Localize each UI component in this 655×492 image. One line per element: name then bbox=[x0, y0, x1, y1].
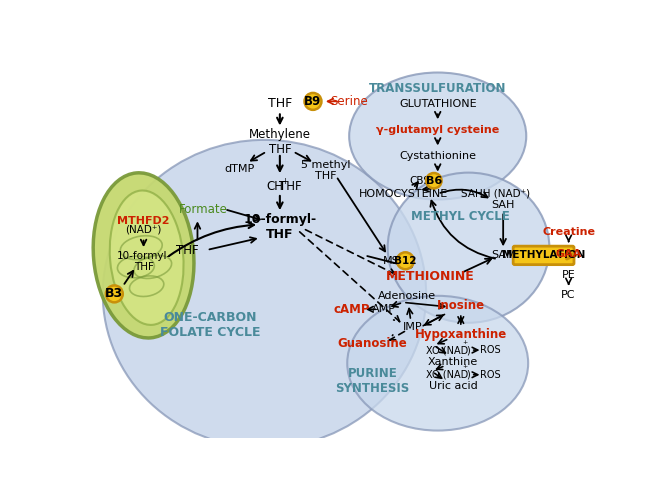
Circle shape bbox=[106, 285, 122, 303]
Text: Guanosine: Guanosine bbox=[337, 338, 407, 350]
Text: B12: B12 bbox=[394, 256, 417, 266]
Text: MS: MS bbox=[383, 256, 400, 266]
Ellipse shape bbox=[93, 173, 194, 338]
Text: ): ) bbox=[466, 345, 470, 355]
Text: B3: B3 bbox=[105, 287, 123, 301]
Text: ONE-CARBON
FOLATE CYCLE: ONE-CARBON FOLATE CYCLE bbox=[160, 310, 261, 338]
Text: Serine: Serine bbox=[330, 95, 368, 108]
Text: METHIONINE: METHIONINE bbox=[386, 270, 474, 283]
Text: ROS: ROS bbox=[479, 370, 500, 380]
Text: ⁺: ⁺ bbox=[462, 340, 468, 350]
Circle shape bbox=[426, 173, 441, 188]
Text: 10-formyl-
THF: 10-formyl- THF bbox=[243, 213, 316, 241]
Text: XO (NAD: XO (NAD bbox=[426, 370, 468, 380]
Text: CBS: CBS bbox=[409, 176, 430, 185]
Text: TRANSSULFURATION: TRANSSULFURATION bbox=[369, 82, 506, 95]
Text: (NAD⁺): (NAD⁺) bbox=[125, 225, 162, 235]
Text: PE: PE bbox=[562, 270, 576, 279]
Text: ROS: ROS bbox=[479, 345, 500, 355]
Text: B6: B6 bbox=[426, 176, 442, 185]
Ellipse shape bbox=[103, 140, 426, 448]
Text: THF: THF bbox=[278, 180, 301, 192]
Text: SAHH (NAD⁺): SAHH (NAD⁺) bbox=[461, 189, 530, 199]
Text: XO (NAD: XO (NAD bbox=[426, 345, 468, 355]
Text: Adenosine: Adenosine bbox=[378, 291, 436, 301]
Text: ): ) bbox=[466, 370, 470, 380]
Text: PC: PC bbox=[561, 290, 576, 300]
Text: THF: THF bbox=[268, 97, 292, 110]
Text: HOMOCYSTEINE: HOMOCYSTEINE bbox=[358, 189, 447, 199]
Text: 5 methyl
THF: 5 methyl THF bbox=[301, 160, 351, 182]
Text: THF: THF bbox=[176, 244, 198, 256]
Text: ⁺: ⁺ bbox=[462, 365, 468, 374]
Text: 10-formyl-
THF: 10-formyl- THF bbox=[117, 251, 171, 273]
Text: cAMP: cAMP bbox=[333, 303, 369, 316]
Text: Cystathionine: Cystathionine bbox=[399, 151, 476, 161]
Text: Formate: Formate bbox=[178, 203, 227, 215]
Text: Methylene
THF: Methylene THF bbox=[249, 128, 311, 156]
Ellipse shape bbox=[349, 72, 526, 200]
Text: GLUTATHIONE: GLUTATHIONE bbox=[399, 99, 477, 109]
Ellipse shape bbox=[347, 296, 528, 430]
Ellipse shape bbox=[388, 173, 550, 323]
Text: SAM: SAM bbox=[491, 250, 515, 260]
Ellipse shape bbox=[110, 190, 183, 325]
Text: AMP: AMP bbox=[372, 304, 396, 314]
Text: PURINE
SYNTHESIS: PURINE SYNTHESIS bbox=[335, 367, 409, 395]
Circle shape bbox=[397, 252, 414, 269]
Text: dTMP: dTMP bbox=[225, 164, 255, 174]
Circle shape bbox=[305, 93, 322, 110]
Text: Hypoxanthine: Hypoxanthine bbox=[415, 328, 507, 341]
Text: +: + bbox=[282, 177, 288, 186]
Text: Creatine: Creatine bbox=[542, 227, 595, 237]
Text: MTHFD2: MTHFD2 bbox=[117, 215, 170, 226]
Text: Inosine: Inosine bbox=[437, 299, 485, 312]
Text: METHYLATION: METHYLATION bbox=[502, 250, 585, 260]
Text: GAA: GAA bbox=[555, 249, 582, 259]
Text: CH: CH bbox=[266, 180, 283, 192]
Text: IMP: IMP bbox=[403, 322, 423, 332]
Text: Uric acid: Uric acid bbox=[429, 381, 477, 391]
Text: B9: B9 bbox=[305, 95, 322, 108]
Text: SAH: SAH bbox=[491, 200, 515, 211]
Text: γ-glutamyl cysteine: γ-glutamyl cysteine bbox=[376, 125, 499, 135]
Text: Xanthine: Xanthine bbox=[428, 357, 478, 367]
Text: METHYL CYCLE: METHYL CYCLE bbox=[411, 211, 510, 223]
FancyBboxPatch shape bbox=[513, 246, 574, 265]
